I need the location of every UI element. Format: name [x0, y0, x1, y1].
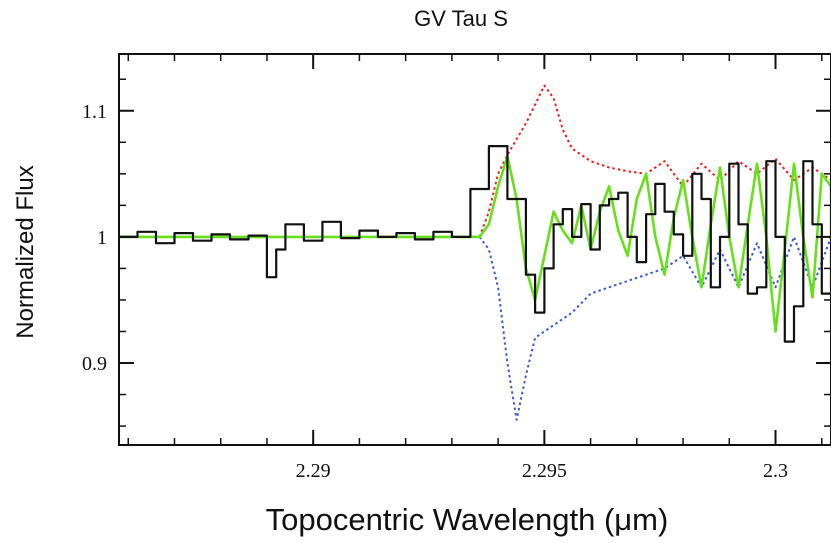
chart-title: GV Tau S	[414, 6, 508, 31]
x-tick-label: 2.295	[522, 460, 567, 482]
series-layer	[119, 84, 831, 421]
y-axis-label: Normalized Flux	[12, 165, 39, 338]
x-axis-label: Topocentric Wavelength (μm)	[266, 502, 669, 537]
x-tick-label: 2.29	[296, 460, 331, 482]
axes-layer: 2.29 2.295 2.3 0.9 1 1.1	[82, 54, 831, 482]
plot-frame	[118, 53, 831, 446]
y-tick-label: 1.1	[82, 101, 107, 123]
series-observed	[119, 145, 831, 343]
x-tick-label: 2.3	[763, 460, 788, 482]
series-model-green	[119, 154, 831, 333]
series-model-blue-dotted	[478, 235, 831, 421]
y-tick-label: 0.9	[82, 353, 107, 375]
y-tick-label: 1	[97, 227, 107, 249]
series-model-red-dotted	[478, 84, 831, 238]
